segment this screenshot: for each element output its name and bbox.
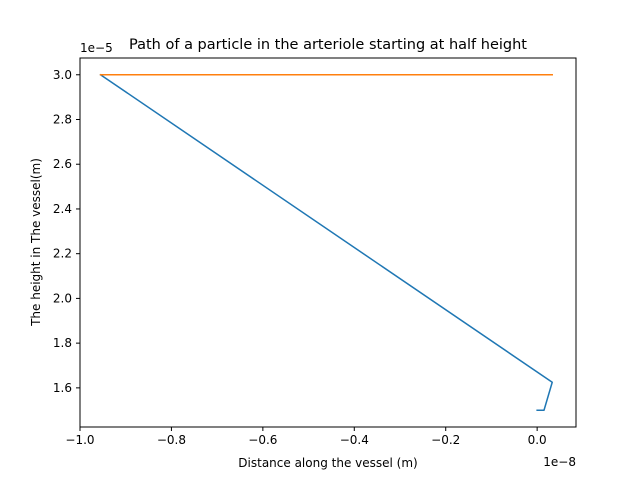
x-tick-label: −0.6 <box>248 433 277 447</box>
x-tick-label: −0.4 <box>340 433 369 447</box>
y-tick-label: 3.0 <box>53 68 72 82</box>
x-axis-label: Distance along the vessel (m) <box>238 456 417 470</box>
y-tick-label: 2.6 <box>53 157 72 171</box>
chart-title: Path of a particle in the arteriole star… <box>129 37 527 53</box>
y-tick-label: 1.8 <box>53 336 72 350</box>
x-offset-label: 1e−8 <box>543 455 576 469</box>
series-line-1 <box>99 73 553 411</box>
x-axis-ticks: −1.0 −0.8 −0.6 −0.4 −0.2 0.0 <box>65 427 547 447</box>
y-tick-label: 1.6 <box>53 381 72 395</box>
axes-frame <box>79 57 577 428</box>
y-tick-label: 2.2 <box>53 247 72 261</box>
x-tick-label: 0.0 <box>528 433 547 447</box>
y-tick-label: 2.4 <box>53 202 72 216</box>
x-tick-label: −0.2 <box>431 433 460 447</box>
y-tick-label: 2.0 <box>53 291 72 305</box>
x-tick-label: −1.0 <box>65 433 94 447</box>
plot-layer <box>99 73 553 411</box>
y-axis-ticks: 1.6 1.8 2.0 2.2 2.4 2.6 2.8 3.0 <box>53 68 80 395</box>
y-offset-label: 1e−5 <box>80 41 113 55</box>
y-axis-label: The height in The vessel(m) <box>29 158 43 327</box>
y-tick-label: 2.8 <box>53 113 72 127</box>
x-tick-label: −0.8 <box>157 433 186 447</box>
